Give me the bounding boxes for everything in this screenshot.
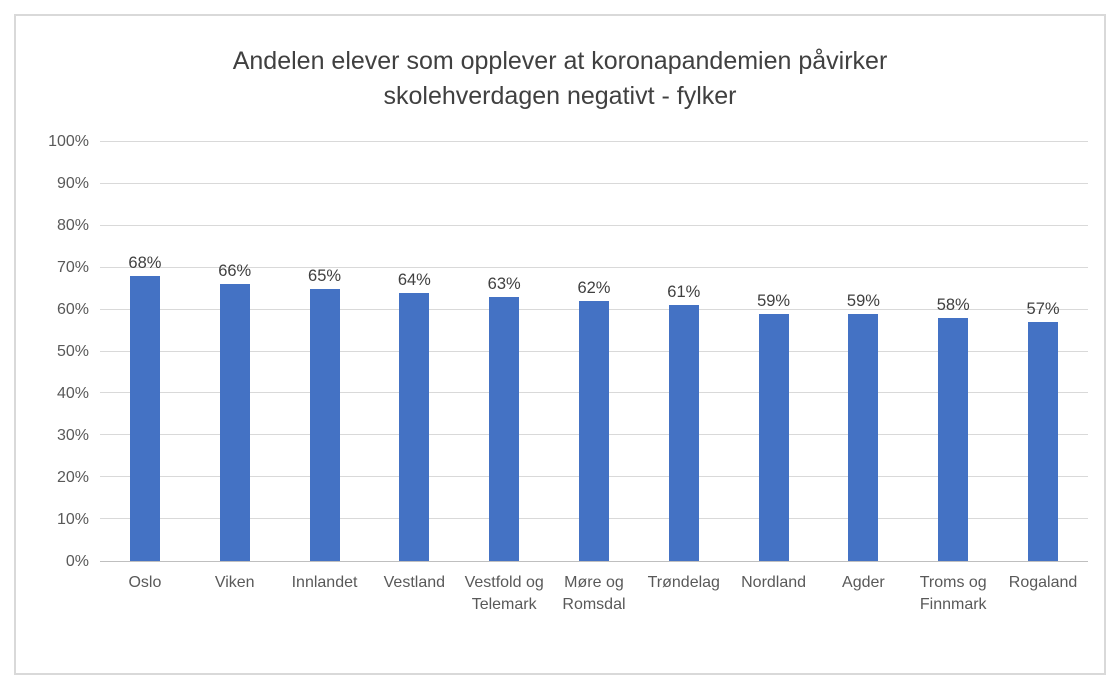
x-category-label: Viken [214,574,255,591]
y-tick-label: 70% [56,259,89,276]
bar-value-label: 66% [218,262,252,281]
bar [938,317,969,561]
y-tick-label: 40% [56,385,89,402]
x-category-label: Vestfold og Telemark [464,574,544,613]
bar-value-label: 63% [487,275,521,294]
bar-slot: 59% [819,142,909,561]
bar-slot: 62% [549,142,639,561]
bar-slot: 59% [729,142,819,561]
x-category-label: Nordland [741,574,807,591]
gridline [100,266,1088,268]
y-tick-label: 100% [48,133,89,150]
bar [309,288,340,561]
y-tick-label: 80% [56,217,89,234]
bar-value-label: 68% [128,254,162,273]
y-tick-label: 50% [56,343,89,360]
bar-slot: 58% [908,142,998,561]
bar-slot: 64% [369,142,459,561]
bar-slot: 63% [459,142,549,561]
chart-title: Andelen elever som opplever at koronapan… [232,47,888,110]
x-axis: Oslo Viken Innlandet Vestland Vestfold og Te… [100,572,1088,616]
bar [219,284,250,561]
bar-slot: 57% [998,142,1088,561]
bar-slot: 66% [190,142,280,561]
x-category-label: Møre og Romsdal [562,574,626,613]
y-tick-label: 20% [56,469,89,486]
bar-slot: 65% [280,142,370,561]
bar-value-label: 61% [667,283,701,302]
bar-series: 68% 66% 65% 64% 63% 62% 61% 59% 59% 58% 57% [100,142,1088,561]
bar-value-label: 57% [1026,300,1060,319]
bar [758,313,789,561]
y-axis: 0% 10% 20% 30% 40% 50% 60% 70% 80% 90% 100% [26,133,100,570]
bar [1028,322,1059,561]
x-category-label: Rogaland [1008,574,1078,591]
chart-container: Andelen elever som opplever at koronapan… [14,14,1106,675]
bar-value-label: 64% [397,270,431,289]
gridline [100,141,1088,142]
x-category-label: Oslo [128,574,162,591]
gridline [100,224,1088,226]
bar [848,313,879,561]
y-tick-label: 60% [56,301,89,318]
y-tick-label: 30% [56,427,89,444]
bar-value-label: 58% [936,295,970,314]
bar [489,297,520,561]
gridline [100,182,1088,184]
x-category-label: Innlandet [291,574,358,591]
bar-value-label: 65% [308,266,342,285]
bar-value-label: 59% [846,291,880,310]
bar [578,301,609,561]
x-category-label: Agder [842,574,885,591]
bar-value-label: 62% [577,279,611,298]
bar-slot: 61% [639,142,729,561]
y-tick-label: 0% [65,553,89,570]
bar-value-label: 59% [757,291,791,310]
y-tick-label: 90% [56,175,89,192]
plot-region: 0% 10% 20% 30% 40% 50% 60% 70% 80% 90% 100% 68% 66%… [26,133,1088,570]
x-category-label: Troms og Finnmark [919,574,987,613]
x-category-label: Vestland [383,574,446,591]
y-tick-label: 10% [56,511,89,528]
bar [399,292,430,561]
bar [129,276,160,561]
bar-slot: 68% [100,142,190,561]
plot-area: 68% 66% 65% 64% 63% 62% 61% 59% 59% 58% 57% [100,141,1088,562]
bar [668,305,699,561]
x-category-label: Trøndelag [647,574,720,591]
